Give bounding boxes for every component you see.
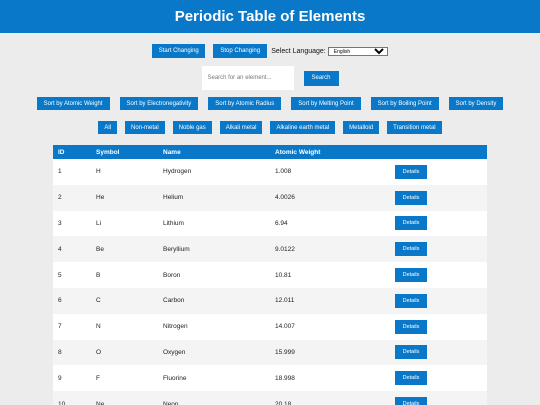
search-input[interactable]: Search for an element...: [201, 66, 294, 90]
table-cell: 9: [58, 374, 62, 382]
details-button[interactable]: Details: [395, 293, 427, 308]
table-cell: 12.011: [275, 297, 295, 305]
language-select[interactable]: English: [327, 46, 388, 56]
table-cell: O: [96, 348, 102, 356]
table-cell: Nitrogen: [163, 323, 188, 331]
table-row: 3 Li Lithium 6.94 Details: [53, 211, 487, 237]
table-cell: 8: [58, 348, 62, 356]
filter-button[interactable]: Non-metal: [125, 121, 165, 134]
table-cell: Fluorine: [163, 374, 187, 382]
table-cell: Helium: [163, 194, 184, 202]
table-cell: F: [96, 374, 100, 382]
table-row: 2 He Helium 4.0026 Details: [53, 184, 487, 211]
filter-buttons: All Non-metal Noble gas Alkali metal Alkalin…: [0, 121, 540, 134]
sort-button[interactable]: Sort by Melting Point: [291, 97, 361, 110]
table-cell: 2: [58, 194, 62, 202]
table-cell: 6: [58, 297, 62, 305]
table-cell: Ne: [96, 400, 105, 405]
table-cell: 14.007: [275, 323, 295, 331]
table-cell: Boron: [163, 271, 181, 279]
sort-button[interactable]: Sort by Boiling Point: [370, 97, 439, 110]
table-cell: 1.008: [275, 168, 292, 176]
table-cell: He: [96, 194, 105, 202]
elements-table: ID Symbol Name Atomic Weight 1 H Hydrogen 1.00…: [53, 145, 487, 405]
table-cell: Neon: [163, 400, 179, 405]
table-header: ID Symbol Name Atomic Weight: [53, 145, 487, 159]
table-cell: Be: [96, 245, 104, 253]
table-cell: Lithium: [163, 219, 184, 227]
sort-button[interactable]: Sort by Electronegativity: [119, 97, 199, 110]
column-header: Atomic Weight: [275, 148, 321, 156]
details-button[interactable]: Details: [395, 397, 427, 405]
details-button[interactable]: Details: [395, 268, 427, 283]
sort-buttons: Sort by Atomic Weight Sort by Electronega…: [0, 97, 540, 110]
table-cell: 7: [58, 323, 62, 331]
table-cell: 9.0122: [275, 245, 295, 253]
filter-button[interactable]: Metalloid: [343, 121, 380, 134]
filter-button[interactable]: Alkaline earth metal: [270, 121, 336, 134]
details-button[interactable]: Details: [395, 164, 427, 179]
table-row: 4 Be Beryllium 9.0122 Details: [53, 236, 487, 263]
table-cell: 20.18: [275, 400, 292, 405]
table-cell: 18.998: [275, 374, 295, 382]
table-cell: Li: [96, 219, 102, 227]
table-cell: Carbon: [163, 297, 185, 305]
table-cell: B: [96, 271, 101, 279]
column-header: Symbol: [96, 148, 120, 156]
table-row: 8 O Oxygen 15.999 Details: [53, 339, 487, 366]
table-row: 5 B Boron 10.81 Details: [53, 262, 487, 288]
search-row: Search for an element... Search: [0, 66, 540, 90]
details-button[interactable]: Details: [395, 190, 427, 205]
sort-button[interactable]: Sort by Density: [448, 97, 504, 110]
stop-changing-button[interactable]: Stop Changing: [213, 44, 268, 58]
column-header: Name: [163, 148, 181, 156]
table-row: 10 Ne Neon 20.18 Details: [53, 391, 487, 405]
filter-button[interactable]: Noble gas: [172, 121, 212, 134]
details-button[interactable]: Details: [395, 345, 427, 360]
table-row: 1 H Hydrogen 1.008 Details: [53, 159, 487, 185]
language-selector: Select Language: English: [271, 46, 388, 56]
filter-button[interactable]: All: [98, 121, 118, 134]
details-button[interactable]: Details: [395, 242, 427, 257]
table-cell: 5: [58, 271, 62, 279]
column-header: ID: [58, 148, 65, 156]
table-row: 9 F Fluorine 18.998 Details: [53, 365, 487, 391]
filter-button[interactable]: Alkali metal: [219, 121, 263, 134]
table-cell: 10: [58, 400, 66, 405]
page-title: Periodic Table of Elements: [174, 8, 366, 25]
table-body: 1 H Hydrogen 1.008 Details 2 He Helium 4.0026 Det…: [53, 159, 487, 405]
table-cell: Beryllium: [163, 245, 190, 253]
table-row: 6 C Carbon 12.011 Details: [53, 287, 487, 314]
table-cell: N: [96, 323, 101, 331]
table-cell: Hydrogen: [163, 168, 192, 176]
table-cell: 3: [58, 219, 62, 227]
language-label: Select Language:: [271, 47, 326, 55]
table-cell: H: [96, 168, 101, 176]
table-cell: 6.94: [275, 219, 288, 227]
details-button[interactable]: Details: [395, 371, 427, 386]
table-cell: 4.0026: [275, 194, 295, 202]
details-button[interactable]: Details: [395, 319, 427, 334]
sort-button[interactable]: Sort by Atomic Radius: [208, 97, 282, 110]
filter-button[interactable]: Transition metal: [387, 121, 442, 134]
table-cell: Oxygen: [163, 348, 186, 356]
table-cell: 10.81: [275, 271, 292, 279]
table-row: 7 N Nitrogen 14.007 Details: [53, 314, 487, 340]
sort-button[interactable]: Sort by Atomic Weight: [36, 97, 110, 110]
search-button[interactable]: Search: [303, 70, 339, 86]
table-cell: 1: [58, 168, 62, 176]
table-cell: 4: [58, 245, 62, 253]
control-row: Start Changing Stop Changing Select Lang…: [0, 44, 540, 58]
table-cell: 15.999: [275, 348, 295, 356]
details-button[interactable]: Details: [395, 216, 427, 231]
page-header: Periodic Table of Elements: [0, 0, 540, 33]
start-changing-button[interactable]: Start Changing: [152, 44, 206, 58]
table-cell: C: [96, 297, 101, 305]
